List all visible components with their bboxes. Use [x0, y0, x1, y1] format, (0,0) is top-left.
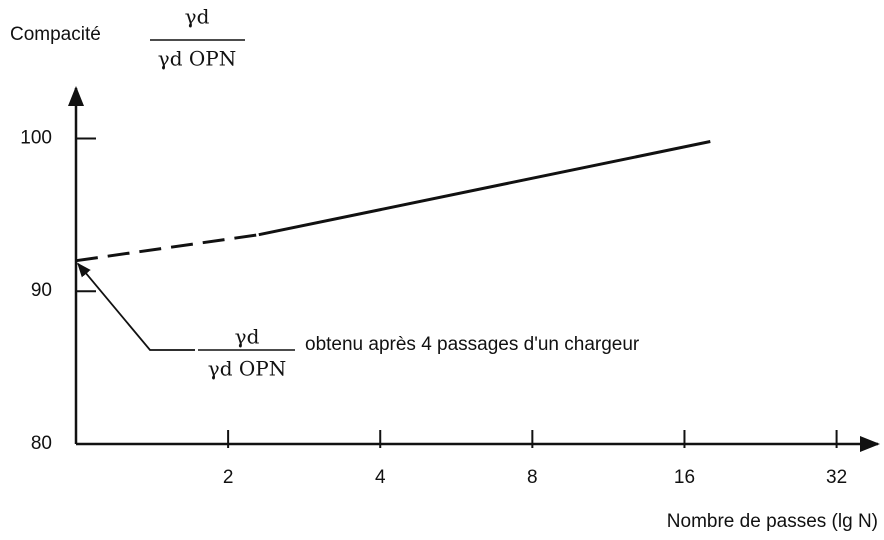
- y-label-denominator: γd OPN: [158, 47, 236, 71]
- x-tick-label: 2: [223, 467, 234, 488]
- annotation-text: obtenu après 4 passages d'un chargeur: [305, 334, 640, 355]
- annotation-numerator: γd: [235, 325, 260, 349]
- y-tick-label: 90: [31, 280, 52, 301]
- x-tick-label: 4: [375, 467, 386, 488]
- y-tick-label: 100: [20, 127, 52, 148]
- x-tick-label: 16: [674, 467, 695, 488]
- y-axis-label: Compacité: [10, 24, 101, 45]
- y-tick-label: 80: [31, 433, 52, 454]
- x-tick-label: 8: [527, 467, 538, 488]
- line-series: [258, 140, 711, 237]
- annotation-arrow: [77, 262, 195, 351]
- x-axis-label: Nombre de passes (lg N): [667, 511, 878, 532]
- y-label-numerator: γd: [185, 5, 210, 29]
- x-tick-label: 32: [826, 467, 847, 488]
- annotation-denominator: γd OPN: [208, 357, 286, 381]
- line-series: [75, 233, 259, 263]
